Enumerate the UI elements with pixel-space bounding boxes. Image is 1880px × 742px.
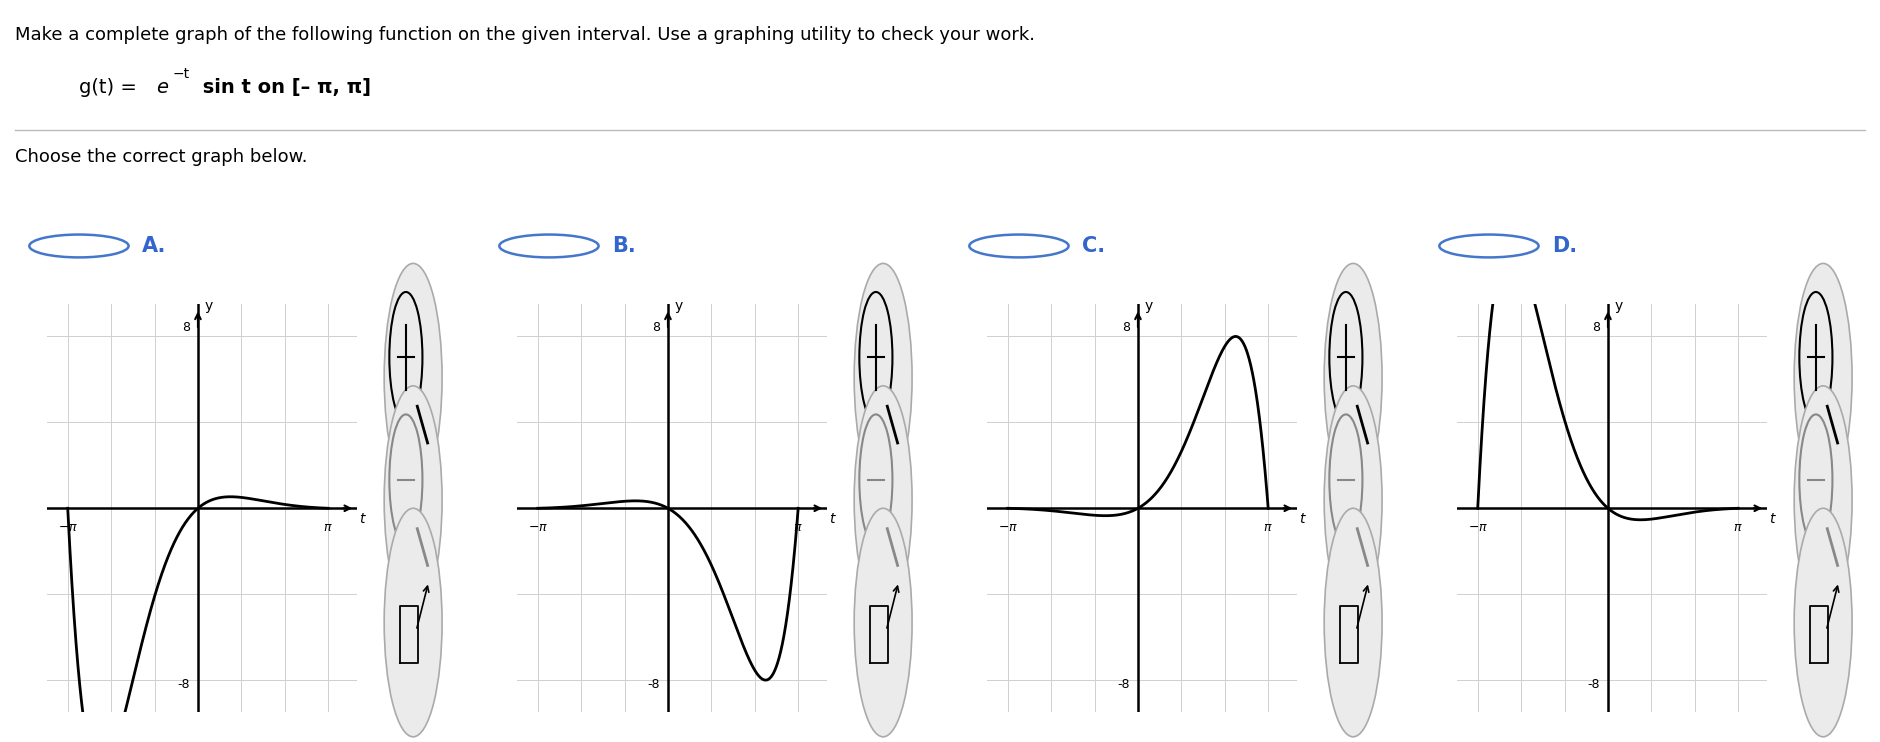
Text: g(t) =: g(t) =	[79, 78, 143, 96]
Text: sin t on [– π, π]: sin t on [– π, π]	[196, 78, 370, 96]
Text: $\pi$: $\pi$	[793, 521, 803, 534]
Text: y: y	[1145, 299, 1152, 313]
Text: Make a complete graph of the following function on the given interval. Use a gra: Make a complete graph of the following f…	[15, 26, 1036, 44]
Text: y: y	[675, 299, 682, 313]
Text: D.: D.	[1553, 236, 1577, 256]
Text: -8: -8	[177, 678, 190, 691]
Text: $-\pi$: $-\pi$	[998, 521, 1017, 534]
Text: −t: −t	[173, 67, 190, 81]
Text: -8: -8	[647, 678, 660, 691]
Text: t: t	[829, 512, 835, 526]
Text: $\pi$: $\pi$	[1263, 521, 1273, 534]
Text: 8: 8	[1122, 321, 1130, 335]
Circle shape	[1324, 386, 1382, 614]
Circle shape	[1794, 386, 1852, 614]
Text: y: y	[1615, 299, 1622, 313]
Text: 8: 8	[182, 321, 190, 335]
Text: $\pi$: $\pi$	[323, 521, 333, 534]
Text: t: t	[1299, 512, 1305, 526]
Text: t: t	[1769, 512, 1775, 526]
Text: B.: B.	[613, 236, 635, 256]
Circle shape	[384, 386, 442, 614]
Text: $-\pi$: $-\pi$	[58, 521, 77, 534]
Text: 8: 8	[652, 321, 660, 335]
Text: t: t	[359, 512, 365, 526]
Text: $\pi$: $\pi$	[1733, 521, 1743, 534]
Text: y: y	[205, 299, 212, 313]
Circle shape	[854, 508, 912, 737]
Text: -8: -8	[1587, 678, 1600, 691]
Text: e: e	[156, 78, 167, 96]
Text: $-\pi$: $-\pi$	[1468, 521, 1487, 534]
Text: A.: A.	[143, 236, 167, 256]
Text: $-\pi$: $-\pi$	[528, 521, 547, 534]
Text: Choose the correct graph below.: Choose the correct graph below.	[15, 148, 308, 166]
Circle shape	[1794, 508, 1852, 737]
Circle shape	[1324, 263, 1382, 492]
Circle shape	[384, 508, 442, 737]
Text: C.: C.	[1083, 236, 1105, 256]
Circle shape	[384, 263, 442, 492]
Circle shape	[854, 386, 912, 614]
Circle shape	[1794, 263, 1852, 492]
Text: 8: 8	[1592, 321, 1600, 335]
Circle shape	[854, 263, 912, 492]
Circle shape	[1324, 508, 1382, 737]
Text: -8: -8	[1117, 678, 1130, 691]
